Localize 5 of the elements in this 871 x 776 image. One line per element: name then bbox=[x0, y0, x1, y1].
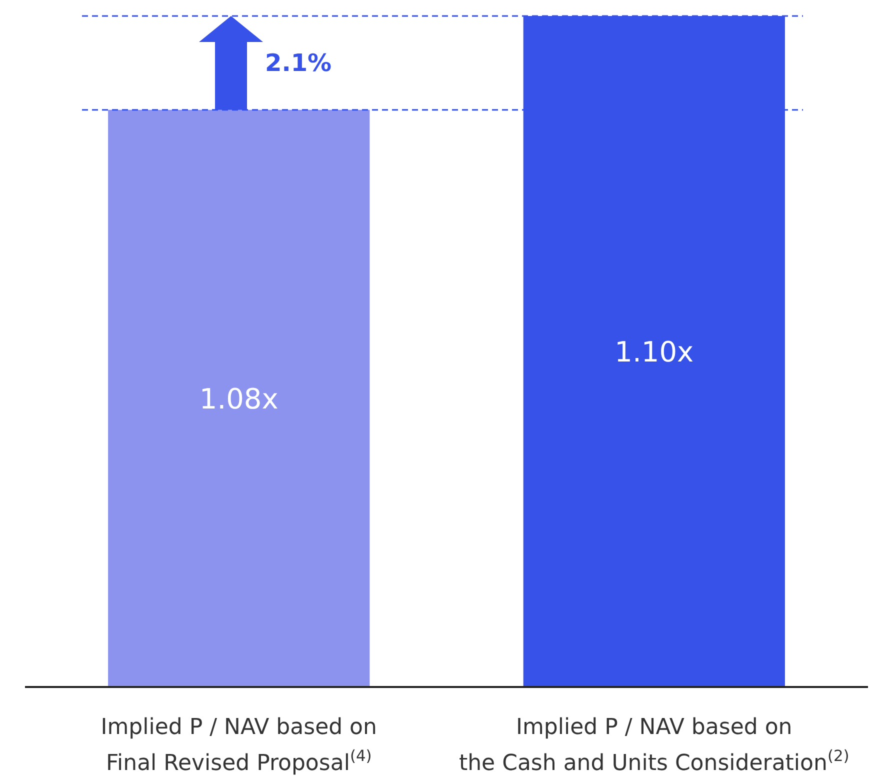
data-label: 1.08x bbox=[199, 382, 278, 416]
data-label: 1.10x bbox=[614, 336, 694, 368]
annotation: 2.1% bbox=[265, 48, 332, 77]
x-tick-label: Implied P / NAV based on Final Revised Proposal$^{(4)}$ bbox=[100, 715, 377, 776]
x-tick-label: Implied P / NAV based on the Cash and Units Consideration$^{(2)}$ bbox=[458, 715, 850, 776]
